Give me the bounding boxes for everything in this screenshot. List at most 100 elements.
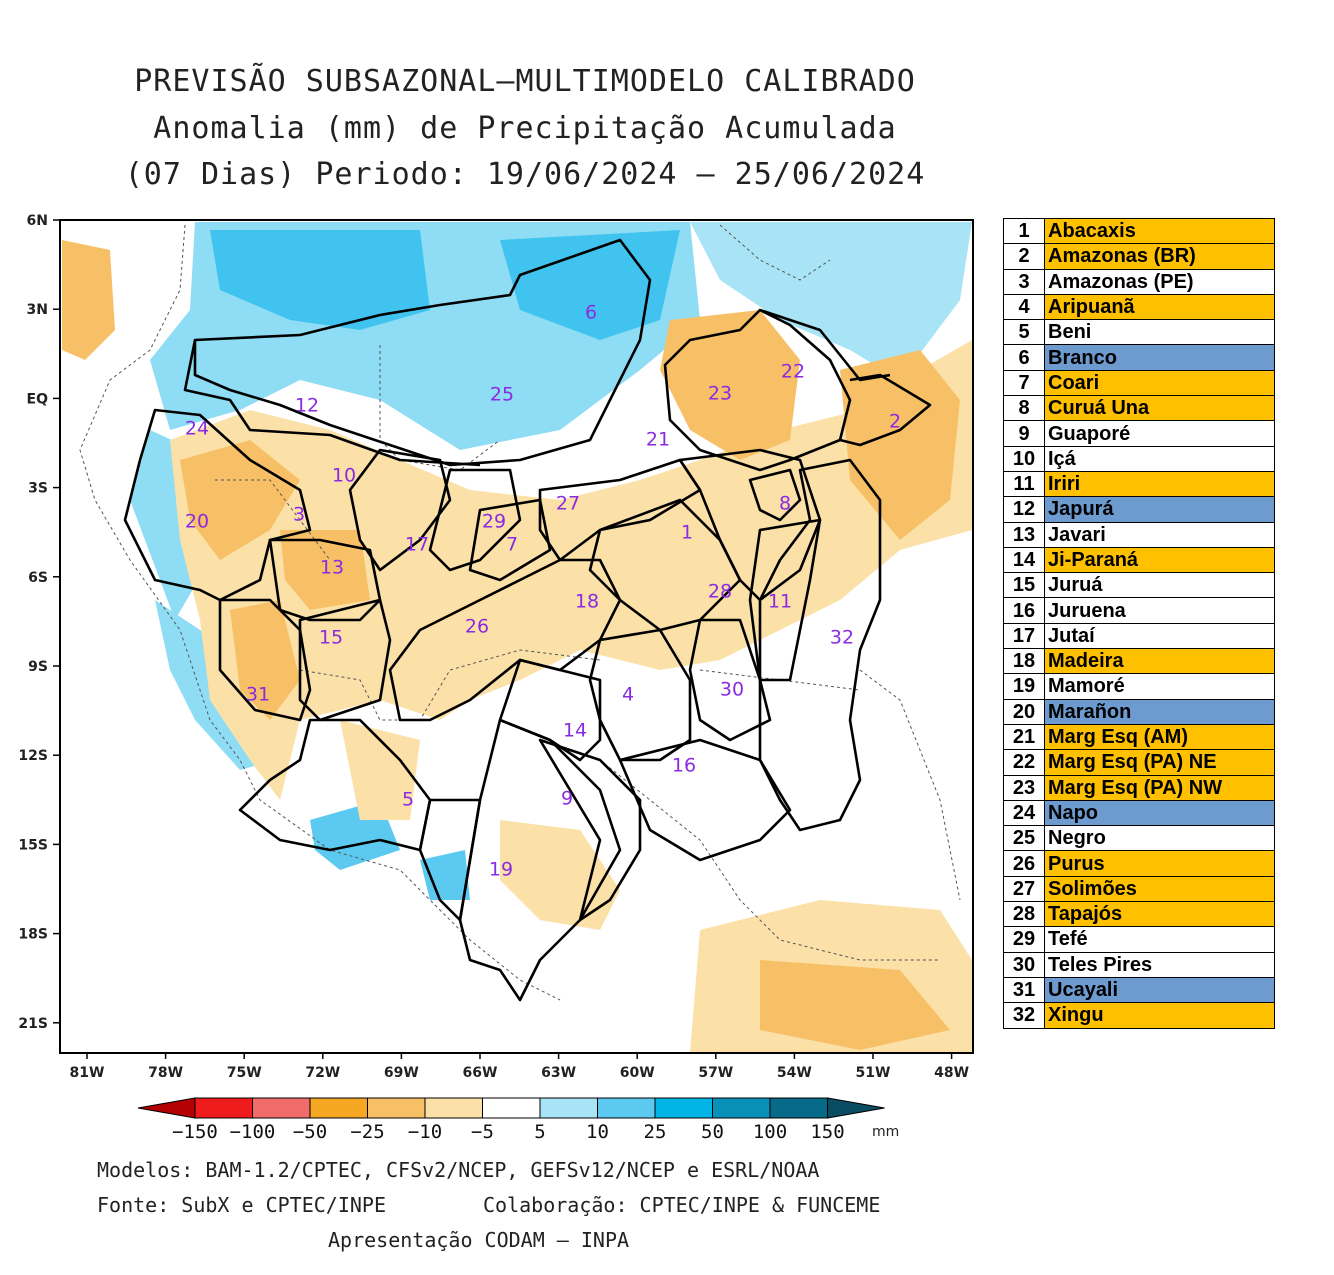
legend-row: 12 Japurá bbox=[1003, 496, 1275, 523]
basin-label-5: 5 bbox=[402, 789, 414, 811]
legend-basin-number: 23 bbox=[1003, 774, 1045, 801]
lat-tick-label: 18S bbox=[18, 927, 48, 943]
colorbar-box bbox=[367, 1097, 426, 1119]
legend-basin-number: 19 bbox=[1003, 673, 1045, 700]
legend-row: 26 Purus bbox=[1003, 850, 1275, 877]
colorbar-box bbox=[654, 1097, 713, 1119]
legend-basin-number: 10 bbox=[1003, 445, 1045, 472]
footer-presentation: Apresentação CODAM — INPA bbox=[328, 1228, 630, 1252]
latitude-axis: 6N 3N EQ 3S 6S 9S 12S 15S 18S 21S bbox=[18, 213, 60, 1032]
lon-tick-label: 75W bbox=[227, 1065, 262, 1080]
colorbar-box bbox=[482, 1097, 541, 1119]
legend-basin-name: Purus bbox=[1044, 850, 1275, 877]
legend-basin-name: Teles Pires bbox=[1044, 951, 1275, 978]
basin-label-8: 8 bbox=[779, 493, 791, 515]
basin-number-labels: 1234567891011121314151617181920212223242… bbox=[185, 302, 901, 881]
legend-basin-number: 8 bbox=[1003, 395, 1045, 422]
colorbar-label: 100 bbox=[753, 1121, 787, 1143]
basin-label-10: 10 bbox=[332, 465, 356, 487]
lat-tick-label: 15S bbox=[18, 837, 48, 853]
legend-basin-number: 31 bbox=[1003, 976, 1045, 1004]
legend-row: 8 Curuá Una bbox=[1003, 395, 1275, 422]
legend-basin-name: Amazonas (PE) bbox=[1044, 268, 1275, 295]
legend-row: 3 Amazonas (PE) bbox=[1003, 268, 1275, 295]
basin-label-24: 24 bbox=[185, 418, 209, 440]
basin-label-15: 15 bbox=[319, 627, 343, 649]
legend-row: 17 Jutaí bbox=[1003, 622, 1275, 650]
basin-label-18: 18 bbox=[575, 591, 599, 613]
legend-row: 27 Solimões bbox=[1003, 875, 1275, 903]
legend-basin-name: Mamoré bbox=[1044, 673, 1275, 700]
legend-basin-number: 32 bbox=[1003, 1002, 1045, 1029]
legend-basin-name: Marg Esq (AM) bbox=[1044, 723, 1275, 751]
lat-tick-label: 6S bbox=[28, 570, 48, 586]
basin-label-11: 11 bbox=[768, 591, 792, 613]
basin-label-25: 25 bbox=[490, 384, 514, 406]
country-borders bbox=[79, 224, 961, 1001]
basin-label-9: 9 bbox=[561, 788, 573, 810]
lon-tick-label: 63W bbox=[541, 1065, 576, 1080]
legend-row: 7 Coari bbox=[1003, 369, 1275, 397]
legend-basin-name: Branco bbox=[1044, 344, 1275, 371]
legend-row: 25 Negro bbox=[1003, 825, 1275, 852]
basin-label-3: 3 bbox=[293, 504, 305, 526]
legend-row: 21 Marg Esq (AM) bbox=[1003, 723, 1275, 751]
legend-basin-number: 29 bbox=[1003, 926, 1045, 953]
basin-label-31: 31 bbox=[246, 684, 270, 706]
legend-basin-name: Marg Esq (PA) NE bbox=[1044, 749, 1275, 776]
legend-row: 2 Amazonas (BR) bbox=[1003, 243, 1275, 270]
legend-basin-name: Curuá Una bbox=[1044, 395, 1275, 422]
legend-basin-number: 12 bbox=[1003, 496, 1045, 523]
lon-tick-label: 78W bbox=[148, 1065, 183, 1080]
basin-label-16: 16 bbox=[672, 755, 696, 777]
colorbar-arrow-right bbox=[827, 1097, 885, 1119]
lat-tick-label: 21S bbox=[18, 1016, 48, 1032]
colorbar-box bbox=[597, 1097, 656, 1119]
basin-label-1: 1 bbox=[681, 522, 693, 544]
colorbar-label: 5 bbox=[534, 1121, 545, 1143]
legend-basin-number: 28 bbox=[1003, 901, 1045, 928]
anomaly-shading bbox=[62, 222, 972, 1053]
colorbar-label: 150 bbox=[810, 1121, 844, 1143]
legend-basin-name: Xingu bbox=[1044, 1002, 1275, 1029]
legend-basin-name: Juruá bbox=[1044, 572, 1275, 599]
legend-basin-name: Japurá bbox=[1044, 496, 1275, 523]
legend-basin-name: Ji-Paraná bbox=[1044, 546, 1275, 574]
legend-row: 32 Xingu bbox=[1003, 1002, 1275, 1029]
legend-basin-name: Amazonas (BR) bbox=[1044, 243, 1275, 270]
legend-basin-number: 5 bbox=[1003, 319, 1045, 346]
colorbar-box bbox=[539, 1097, 598, 1119]
legend-basin-name: Tapajós bbox=[1044, 901, 1275, 928]
basin-label-14: 14 bbox=[563, 720, 587, 742]
colorbar-box bbox=[252, 1097, 311, 1119]
basin-label-27: 27 bbox=[556, 493, 580, 515]
legend-basin-name: Abacaxis bbox=[1044, 217, 1275, 245]
basin-label-30: 30 bbox=[720, 679, 744, 701]
lon-tick-label: 54W bbox=[777, 1065, 812, 1080]
legend-basin-number: 20 bbox=[1003, 698, 1045, 725]
legend-basin-name: Tefé bbox=[1044, 926, 1275, 953]
legend-row: 13 Javari bbox=[1003, 521, 1275, 548]
legend-basin-name: Negro bbox=[1044, 825, 1275, 852]
lon-tick-label: 69W bbox=[384, 1065, 419, 1080]
legend-row: 23 Marg Esq (PA) NW bbox=[1003, 774, 1275, 801]
lat-tick-label: 3N bbox=[27, 302, 48, 318]
legend-basin-number: 30 bbox=[1003, 951, 1045, 978]
colorbar-label: 25 bbox=[644, 1121, 667, 1143]
lat-tick-label: 12S bbox=[18, 748, 48, 764]
legend-basin-name: Madeira bbox=[1044, 648, 1275, 675]
legend-row: 18 Madeira bbox=[1003, 648, 1275, 675]
legend-row: 29 Tefé bbox=[1003, 926, 1275, 953]
colorbar-arrow-left bbox=[137, 1097, 196, 1119]
legend-basin-number: 9 bbox=[1003, 420, 1045, 447]
legend-basin-name: Içá bbox=[1044, 445, 1275, 472]
legend-basin-name: Juruena bbox=[1044, 597, 1275, 624]
basin-label-2: 2 bbox=[889, 411, 901, 433]
legend-row: 20 Marañon bbox=[1003, 698, 1275, 725]
lat-tick-label: 6N bbox=[27, 213, 48, 229]
legend-basin-name: Beni bbox=[1044, 319, 1275, 346]
map-title-line2: Anomalia (mm) de Precipitação Acumulada bbox=[153, 111, 897, 146]
colorbar-label: −10 bbox=[408, 1121, 442, 1143]
footer-source: Fonte: SubX e CPTEC/INPE bbox=[97, 1193, 386, 1217]
basin-label-32: 32 bbox=[830, 627, 854, 649]
